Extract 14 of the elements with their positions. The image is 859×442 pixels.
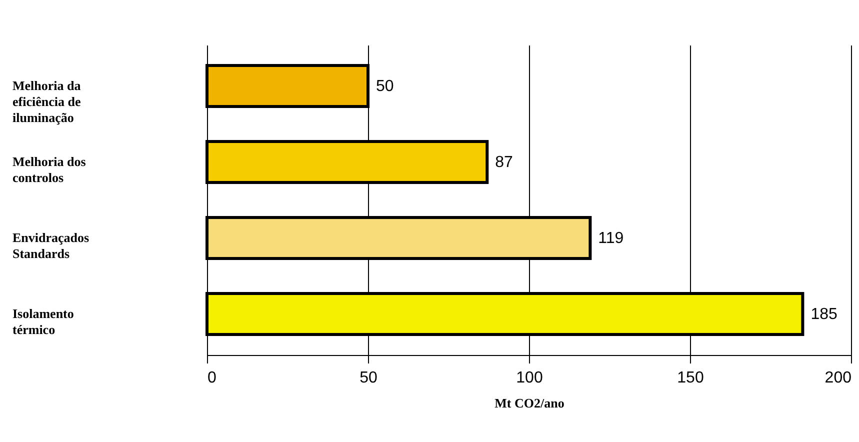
x-tick-label: 200 (824, 370, 852, 386)
y-tick-label: Melhoria dos controlos (12, 154, 86, 186)
x-tick-label: 0 (208, 370, 216, 386)
y-tick-label: Envidraçados Standards (12, 230, 90, 261)
y-tick-label: Melhoria da eficiência de iluminação (12, 78, 82, 126)
x-tick-label: 100 (516, 370, 543, 386)
data-label: 185 (810, 306, 838, 323)
data-label: 119 (598, 230, 624, 247)
x-axis-title: Mt CO2/ano (494, 396, 564, 410)
data-label: 87 (495, 154, 514, 172)
data-label: 50 (376, 78, 394, 96)
x-tick-label: 50 (360, 370, 378, 386)
y-tick-label: Isolamento térmico (12, 306, 74, 337)
x-tick-label: 150 (677, 370, 704, 386)
